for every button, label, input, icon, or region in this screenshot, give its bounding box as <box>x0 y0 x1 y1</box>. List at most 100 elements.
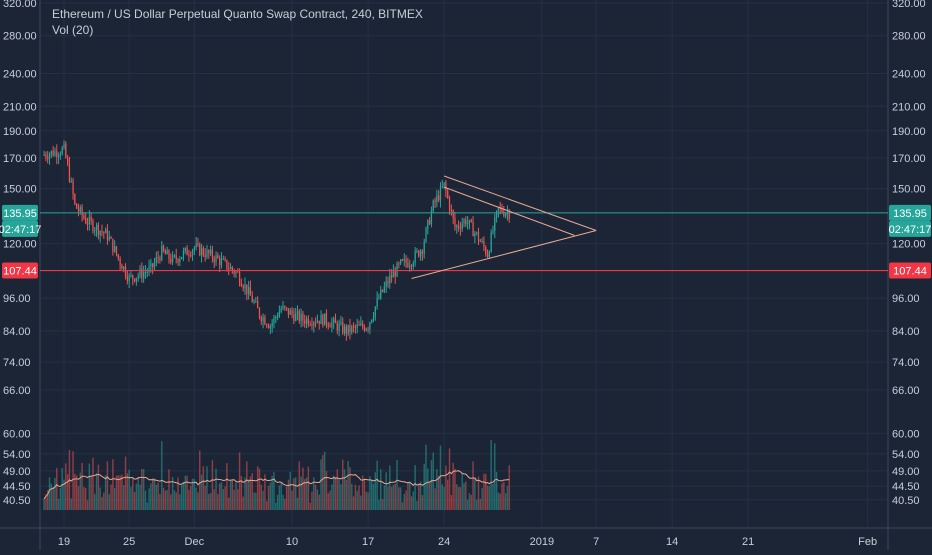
candle-body[interactable] <box>204 254 206 258</box>
candle-body[interactable] <box>61 147 63 155</box>
candle-body[interactable] <box>108 237 110 240</box>
candle-body[interactable] <box>65 143 67 158</box>
candle-body[interactable] <box>349 324 351 333</box>
candle-body[interactable] <box>432 200 434 212</box>
candle-body[interactable] <box>276 316 279 318</box>
candle-body[interactable] <box>175 255 177 260</box>
candle-body[interactable] <box>311 324 313 326</box>
candle-body[interactable] <box>293 314 295 321</box>
candle-body[interactable] <box>362 323 364 327</box>
candle-body[interactable] <box>264 317 266 325</box>
candle-body[interactable] <box>436 195 438 203</box>
candle-body[interactable] <box>124 266 127 277</box>
candle-body[interactable] <box>351 326 353 333</box>
candle-body[interactable] <box>150 263 152 267</box>
candle-body[interactable] <box>181 257 183 260</box>
candle-body[interactable] <box>219 258 221 266</box>
candle-body[interactable] <box>434 200 436 203</box>
candle-body[interactable] <box>191 250 194 256</box>
candle-body[interactable] <box>363 326 366 331</box>
candle-body[interactable] <box>257 301 259 309</box>
candle-body[interactable] <box>85 218 87 224</box>
candle-body[interactable] <box>501 207 503 213</box>
candle-body[interactable] <box>448 197 451 211</box>
candle-body[interactable] <box>267 325 270 329</box>
candle-body[interactable] <box>343 326 346 333</box>
candle-body[interactable] <box>466 222 469 225</box>
candle-body[interactable] <box>148 266 150 272</box>
candle-body[interactable] <box>430 211 433 225</box>
candle-body[interactable] <box>352 326 355 328</box>
candle-body[interactable] <box>162 245 165 252</box>
candle-body[interactable] <box>170 258 172 263</box>
candle-body[interactable] <box>123 266 125 270</box>
candle-body[interactable] <box>77 208 80 212</box>
candle-body[interactable] <box>117 254 119 259</box>
candle-body[interactable] <box>481 241 483 243</box>
candle-body[interactable] <box>409 265 411 267</box>
candle-body[interactable] <box>235 271 237 274</box>
candle-body[interactable] <box>133 278 136 282</box>
candle-body[interactable] <box>74 194 76 204</box>
candle-body[interactable] <box>495 211 498 218</box>
candle-body[interactable] <box>139 268 141 276</box>
candle-body[interactable] <box>115 246 118 255</box>
candle-body[interactable] <box>45 154 47 158</box>
candle-body[interactable] <box>128 275 130 282</box>
candle-body[interactable] <box>68 163 71 182</box>
candle-body[interactable] <box>182 250 185 258</box>
candle-body[interactable] <box>48 154 51 159</box>
candle-body[interactable] <box>340 322 342 324</box>
candle-body[interactable] <box>76 203 78 209</box>
candle-body[interactable] <box>249 287 252 296</box>
candle-body[interactable] <box>287 308 290 315</box>
candle-body[interactable] <box>459 227 462 229</box>
candle-body[interactable] <box>400 259 402 264</box>
candle-body[interactable] <box>324 313 326 326</box>
candle-body[interactable] <box>273 317 275 323</box>
candle-body[interactable] <box>255 301 257 303</box>
candle-body[interactable] <box>492 230 494 233</box>
candle-body[interactable] <box>97 224 100 236</box>
candle-body[interactable] <box>246 284 248 294</box>
candle-body[interactable] <box>325 313 328 324</box>
candle-body[interactable] <box>50 150 52 155</box>
candle-body[interactable] <box>338 323 340 331</box>
candle-body[interactable] <box>275 317 277 319</box>
candle-body[interactable] <box>211 249 214 259</box>
candle-body[interactable] <box>428 219 431 225</box>
candle-body[interactable] <box>307 318 309 325</box>
candle-body[interactable] <box>300 313 302 321</box>
candle-body[interactable] <box>168 250 170 259</box>
candle-body[interactable] <box>159 258 161 261</box>
candle-body[interactable] <box>94 229 96 231</box>
candle-body[interactable] <box>186 247 188 256</box>
candle-body[interactable] <box>188 255 190 257</box>
candle-body[interactable] <box>164 251 166 255</box>
candle-body[interactable] <box>106 229 109 240</box>
candle-body[interactable] <box>298 311 300 321</box>
candle-body[interactable] <box>224 258 226 260</box>
candle-body[interactable] <box>110 237 112 239</box>
candle-body[interactable] <box>414 251 416 263</box>
candle-body[interactable] <box>427 219 429 229</box>
candle-body[interactable] <box>416 250 418 252</box>
candle-body[interactable] <box>200 248 203 256</box>
candle-body[interactable] <box>226 259 228 270</box>
candle-body[interactable] <box>461 223 463 229</box>
candle-body[interactable] <box>153 262 156 267</box>
candle-body[interactable] <box>112 238 114 252</box>
candle-body[interactable] <box>104 229 107 234</box>
candle-body[interactable] <box>387 281 389 284</box>
candle-body[interactable] <box>390 275 393 278</box>
candle-body[interactable] <box>322 314 324 326</box>
candle-body[interactable] <box>66 157 69 164</box>
candle-body[interactable] <box>90 216 92 221</box>
candle-body[interactable] <box>83 215 85 219</box>
candle-body[interactable] <box>202 248 205 255</box>
candle-body[interactable] <box>132 275 134 279</box>
candle-body[interactable] <box>63 143 65 148</box>
candle-body[interactable] <box>141 268 143 278</box>
candle-body[interactable] <box>121 264 123 270</box>
